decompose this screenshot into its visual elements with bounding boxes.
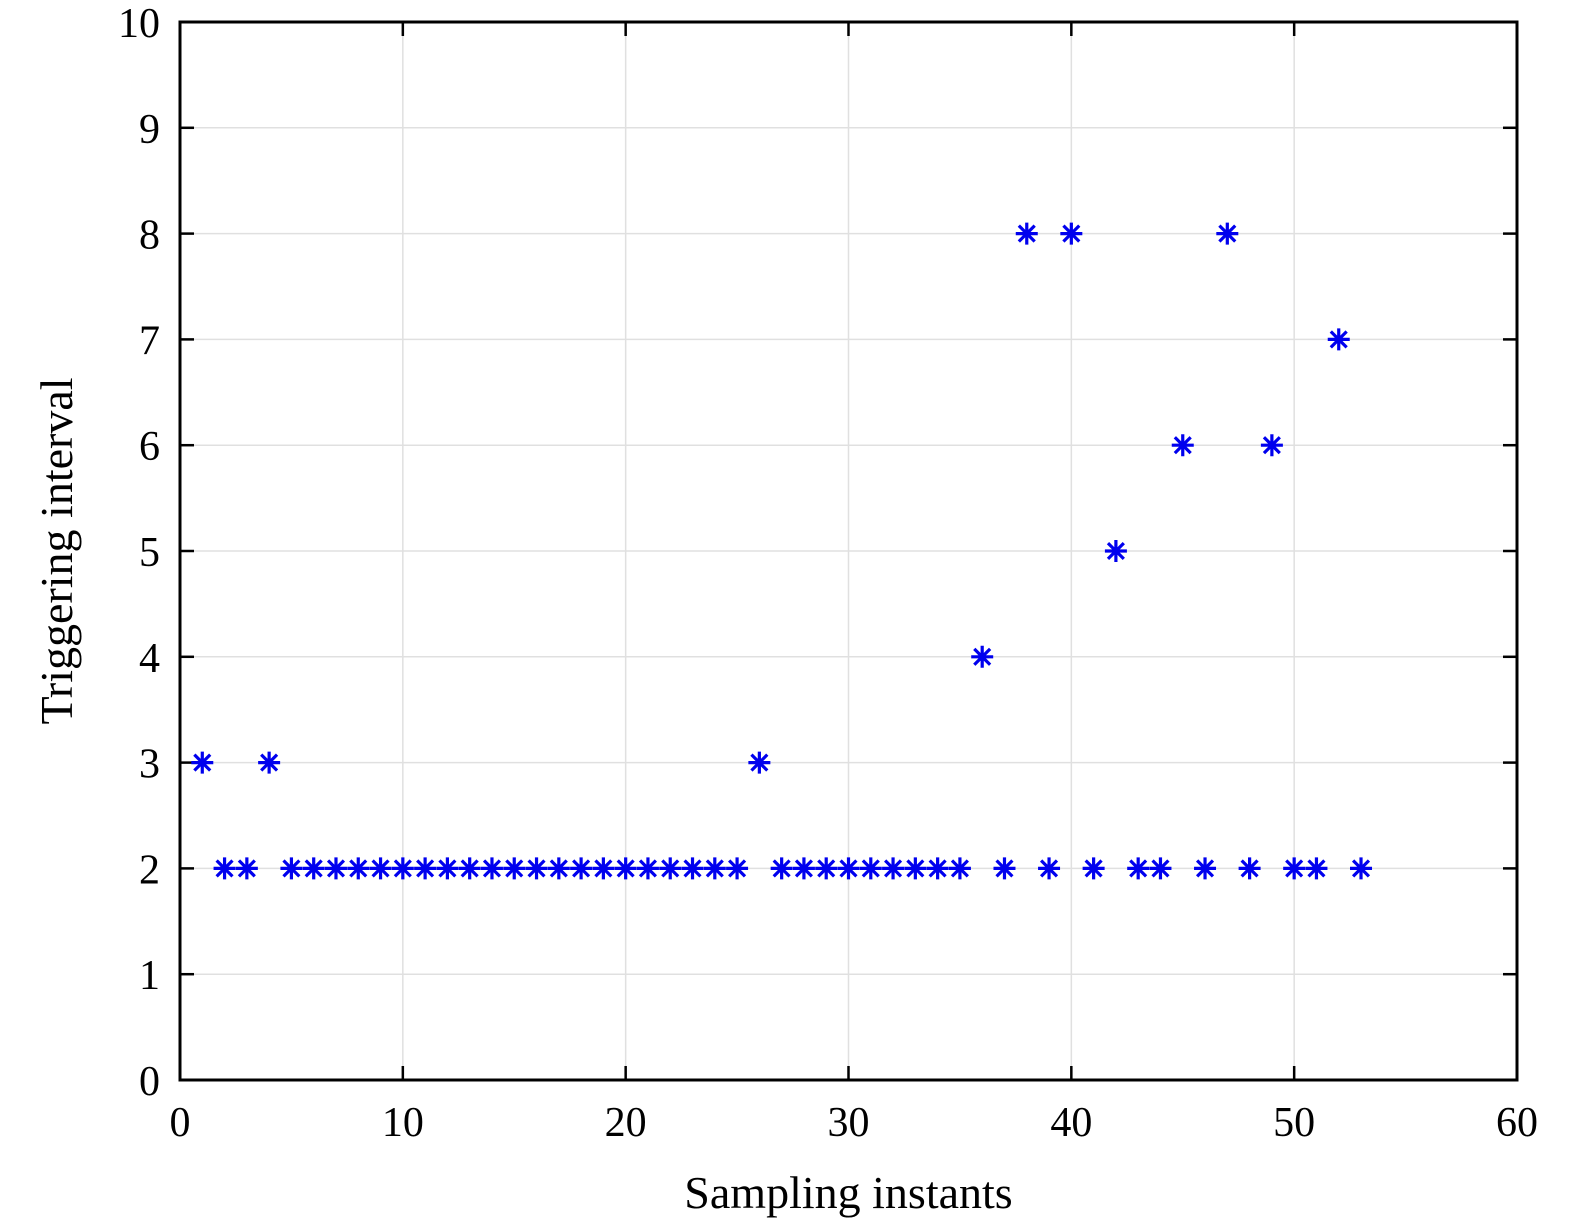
data-point-asterisk: [614, 857, 637, 880]
data-point-asterisk: [302, 857, 325, 880]
x-tick-label: 0: [170, 1100, 191, 1146]
data-point-asterisk: [1082, 857, 1105, 880]
data-point-asterisk: [681, 857, 704, 880]
data-point-asterisk: [837, 857, 860, 880]
data-point-asterisk: [659, 857, 682, 880]
data-point-asterisk: [993, 857, 1016, 880]
x-tick-label: 40: [1050, 1100, 1092, 1146]
data-point-asterisk: [1305, 857, 1328, 880]
y-tick-label: 6: [139, 424, 160, 470]
x-axis-title: Sampling instants: [684, 1167, 1012, 1218]
data-point-asterisk: [748, 751, 771, 774]
data-point-asterisk: [1283, 857, 1306, 880]
data-point-asterisk: [1149, 857, 1172, 880]
data-point-asterisk: [1127, 857, 1150, 880]
data-point-asterisk: [948, 857, 971, 880]
data-point-asterisk: [191, 751, 214, 774]
data-point-asterisk: [1038, 857, 1061, 880]
data-point-asterisk: [1216, 222, 1239, 245]
data-point-asterisk: [1060, 222, 1083, 245]
x-tick-label: 50: [1273, 1100, 1315, 1146]
grid-lines: [180, 22, 1517, 1080]
data-point-asterisk: [280, 857, 303, 880]
data-point-asterisk: [414, 857, 437, 880]
data-point-asterisk: [258, 751, 281, 774]
y-axis-title: Triggering interval: [31, 377, 82, 724]
data-point-asterisk: [971, 645, 994, 668]
x-tick-label: 20: [605, 1100, 647, 1146]
data-point-asterisk: [525, 857, 548, 880]
data-point-asterisk: [347, 857, 370, 880]
data-point-asterisk: [926, 857, 949, 880]
data-point-asterisk: [570, 857, 593, 880]
x-tick-label: 30: [828, 1100, 870, 1146]
x-tick-label: 60: [1496, 1100, 1538, 1146]
data-point-asterisk: [1015, 222, 1038, 245]
y-tick-labels: 0 1 2 3 4 5 6 7 8 9 10: [118, 1, 160, 1105]
data-point-asterisk: [369, 857, 392, 880]
data-point-asterisk: [1238, 857, 1261, 880]
data-point-asterisk: [391, 857, 414, 880]
plot-area-frame: [178, 20, 1519, 1082]
data-point-asterisk: [480, 857, 503, 880]
y-tick-label: 10: [118, 1, 160, 47]
y-tick-label: 7: [139, 318, 160, 364]
data-point-asterisk: [547, 857, 570, 880]
y-tick-label: 4: [139, 636, 160, 682]
data-point-asterisk: [1194, 857, 1217, 880]
data-point-asterisk: [770, 857, 793, 880]
data-point-asterisk: [882, 857, 905, 880]
y-tick-label: 0: [139, 1059, 160, 1105]
data-point-asterisk: [1104, 540, 1127, 562]
data-point-asterisk: [703, 857, 726, 880]
data-point-asterisk: [592, 857, 615, 880]
data-point-asterisk: [859, 857, 882, 880]
data-point-asterisk: [458, 857, 481, 880]
data-point-asterisk: [213, 857, 236, 880]
y-tick-label: 1: [139, 953, 160, 999]
data-point-asterisk: [436, 857, 459, 880]
x-tick-label: 10: [382, 1100, 424, 1146]
data-point-asterisk: [324, 857, 347, 880]
data-point-asterisk: [1327, 328, 1350, 351]
data-point-asterisk: [636, 857, 659, 880]
data-point-asterisk: [1350, 857, 1373, 880]
y-tick-label: 5: [139, 530, 160, 576]
x-tick-labels: 0 10 20 30 40 50 60: [170, 1100, 1539, 1146]
data-point-asterisk: [904, 857, 927, 880]
data-point-asterisk: [815, 857, 838, 880]
data-point-asterisk: [792, 857, 815, 880]
data-point-asterisk: [1171, 434, 1194, 457]
data-point-asterisk: [503, 857, 526, 880]
data-point-asterisk: [235, 857, 258, 880]
y-tick-label: 9: [139, 107, 160, 153]
data-point-asterisk: [726, 857, 749, 880]
data-points: [191, 222, 1373, 880]
data-point-asterisk: [1260, 434, 1283, 457]
y-tick-label: 3: [139, 742, 160, 788]
y-tick-label: 2: [139, 847, 160, 893]
y-tick-label: 8: [139, 213, 160, 259]
